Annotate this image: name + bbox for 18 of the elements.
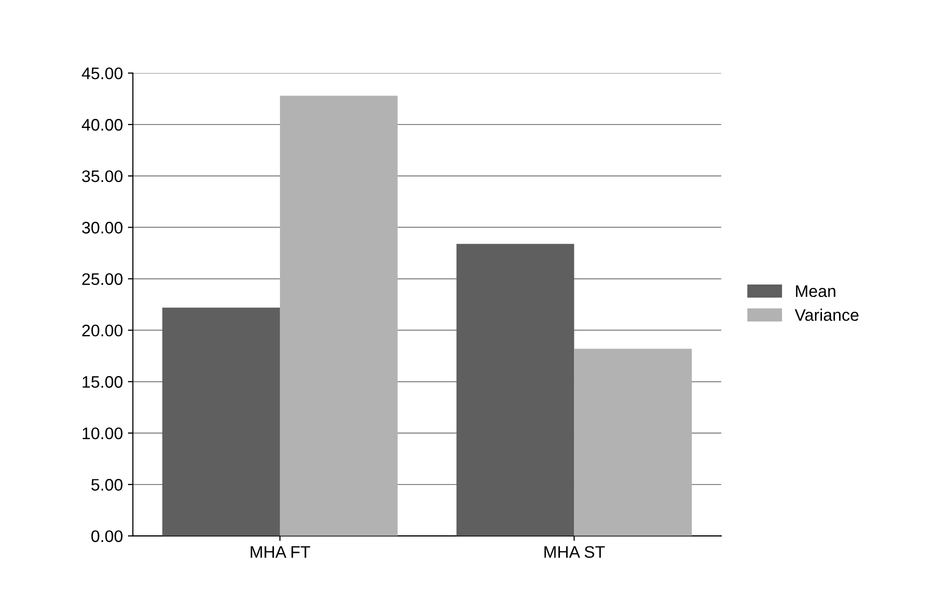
y-tick-label: 20.00 <box>82 324 122 336</box>
y-tick-label: 10.00 <box>82 427 122 440</box>
bar <box>162 308 280 536</box>
y-tick-label: 45.00 <box>82 67 122 80</box>
y-tick-label: 15.00 <box>82 376 122 388</box>
y-tick-label: 30.00 <box>82 222 122 234</box>
x-tick-label: MHA ST <box>544 546 605 558</box>
legend-label: Mean <box>796 285 836 298</box>
y-tick-label: 25.00 <box>82 273 122 285</box>
y-tick-label: 35.00 <box>82 170 122 182</box>
legend-label: Variance <box>794 308 858 321</box>
y-tick-label: 5.00 <box>91 478 122 491</box>
x-tick-label: MHA FT <box>250 546 310 558</box>
y-tick-label: 0.00 <box>91 530 122 542</box>
bar <box>280 96 398 536</box>
y-tick-label: 40.00 <box>82 118 122 131</box>
bar <box>574 348 692 536</box>
bar <box>456 244 574 536</box>
